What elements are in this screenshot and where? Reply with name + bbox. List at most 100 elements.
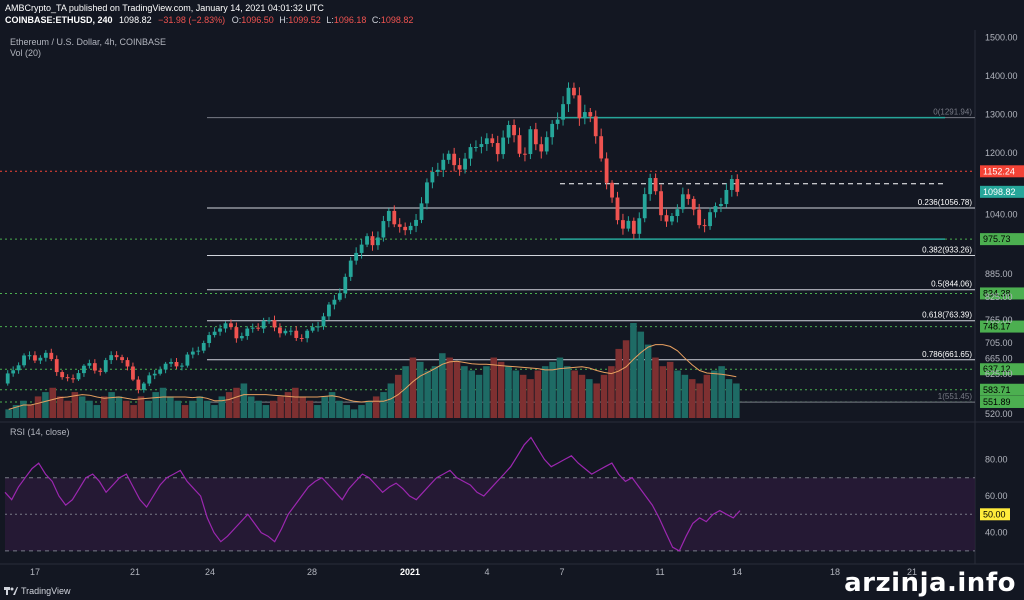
candle-body — [169, 362, 173, 364]
volume-bar — [159, 387, 167, 418]
volume-bar — [505, 366, 512, 418]
candle-body — [397, 224, 402, 227]
fib-label: 0.236(1056.78) — [918, 198, 973, 207]
level-label: 834.38 — [983, 288, 1011, 298]
fibonacci-levels: 0(1291.94) 0.236(1056.78) 0.382(933.26) 0.5… — [207, 108, 975, 403]
volume-bar — [468, 370, 475, 418]
volume-bar — [652, 357, 659, 418]
price-tick: 520.00 — [985, 409, 1013, 419]
volume-bar — [725, 379, 733, 418]
candle-body — [207, 335, 212, 344]
candle-body — [71, 378, 75, 380]
volume-bar — [630, 323, 637, 418]
level-label: 637.12 — [983, 364, 1011, 374]
volume-bar — [461, 366, 468, 418]
candle-body — [425, 182, 429, 204]
fib-label: 0(1291.94) — [933, 108, 972, 117]
candle-body — [435, 169, 440, 172]
candle-body — [82, 365, 86, 374]
volume-bars — [5, 323, 740, 418]
volume-bar — [211, 405, 218, 418]
fib-label: 1(551.45) — [938, 392, 973, 401]
volume-bar — [255, 400, 262, 418]
volume-bar — [593, 383, 600, 418]
candle-body — [474, 146, 478, 148]
rsi-pane-title: RSI (14, close) — [10, 427, 70, 437]
candle-body — [54, 359, 59, 373]
price-tick: 705.00 — [985, 338, 1013, 348]
candle-body — [452, 153, 457, 166]
level-label: 583.71 — [983, 385, 1011, 395]
candle-body — [327, 304, 331, 317]
candle-body — [76, 373, 81, 380]
candle-body — [158, 369, 163, 374]
candle-body — [479, 144, 484, 147]
volume-bar — [733, 383, 740, 418]
rsi-tick: 80.00 — [985, 454, 1008, 464]
volume-bar — [328, 392, 336, 418]
candle-body — [131, 366, 135, 380]
high-value: 1099.52 — [288, 15, 321, 25]
price-tick: 665.00 — [985, 354, 1013, 364]
time-tick: 28 — [307, 567, 317, 577]
volume-bar — [225, 392, 233, 418]
candle-body — [261, 320, 266, 329]
volume-bar — [409, 357, 417, 418]
volume-bar — [108, 392, 115, 418]
candle-body — [376, 237, 380, 246]
candle-body — [60, 372, 65, 378]
candle-body — [201, 343, 206, 351]
volume-bar — [100, 396, 108, 418]
volume-bar — [137, 396, 145, 418]
candle-body — [229, 323, 233, 328]
volume-bar — [336, 400, 343, 418]
candle-body — [196, 350, 201, 352]
candle-body — [621, 220, 625, 229]
volume-bar — [659, 366, 667, 418]
time-tick: 7 — [559, 567, 564, 577]
candle-body — [272, 320, 277, 328]
candle-body — [523, 153, 527, 155]
candle-body — [98, 370, 103, 372]
candle-body — [533, 129, 538, 145]
candle-body — [702, 225, 707, 227]
candle-body — [724, 189, 729, 205]
candle-body — [517, 135, 522, 154]
volume-bar — [174, 400, 181, 418]
volume-bar — [519, 374, 527, 418]
volume-bar — [93, 405, 101, 418]
rsi-line — [4, 436, 741, 552]
rsi-midline-label: 50.00 — [983, 509, 1006, 519]
candle-body — [359, 244, 364, 253]
candle-body — [245, 328, 250, 336]
volume-bar — [56, 396, 64, 418]
candle-body — [337, 293, 342, 300]
volume-bar — [615, 348, 622, 418]
volume-bar — [527, 379, 534, 418]
volume-bar — [299, 396, 306, 418]
volume-bar — [130, 405, 137, 418]
candle-body — [294, 330, 299, 338]
candle-body — [495, 143, 500, 155]
candle-body — [729, 179, 734, 190]
candle-body — [33, 355, 37, 361]
volume-bar — [622, 340, 630, 418]
volume-bar — [475, 374, 483, 418]
rsi-tick: 40.00 — [985, 528, 1008, 538]
price-change: −31.98 (−2.83%) — [158, 15, 226, 25]
candle-body — [147, 375, 152, 384]
volume-bar — [343, 405, 351, 418]
volume-bar — [439, 353, 446, 418]
volume-bar — [115, 396, 123, 418]
level-label-bg — [980, 233, 1024, 246]
candle-body — [457, 165, 462, 170]
candle-body — [185, 354, 190, 366]
volume-bar — [152, 392, 159, 418]
tradingview-logo[interactable]: TradingView — [4, 586, 71, 596]
volume-bar — [203, 400, 211, 418]
candle-body — [92, 363, 97, 371]
candle-body — [615, 197, 620, 221]
tradingview-brand: TradingView — [21, 586, 71, 596]
price-tick: 1200.00 — [985, 148, 1018, 158]
